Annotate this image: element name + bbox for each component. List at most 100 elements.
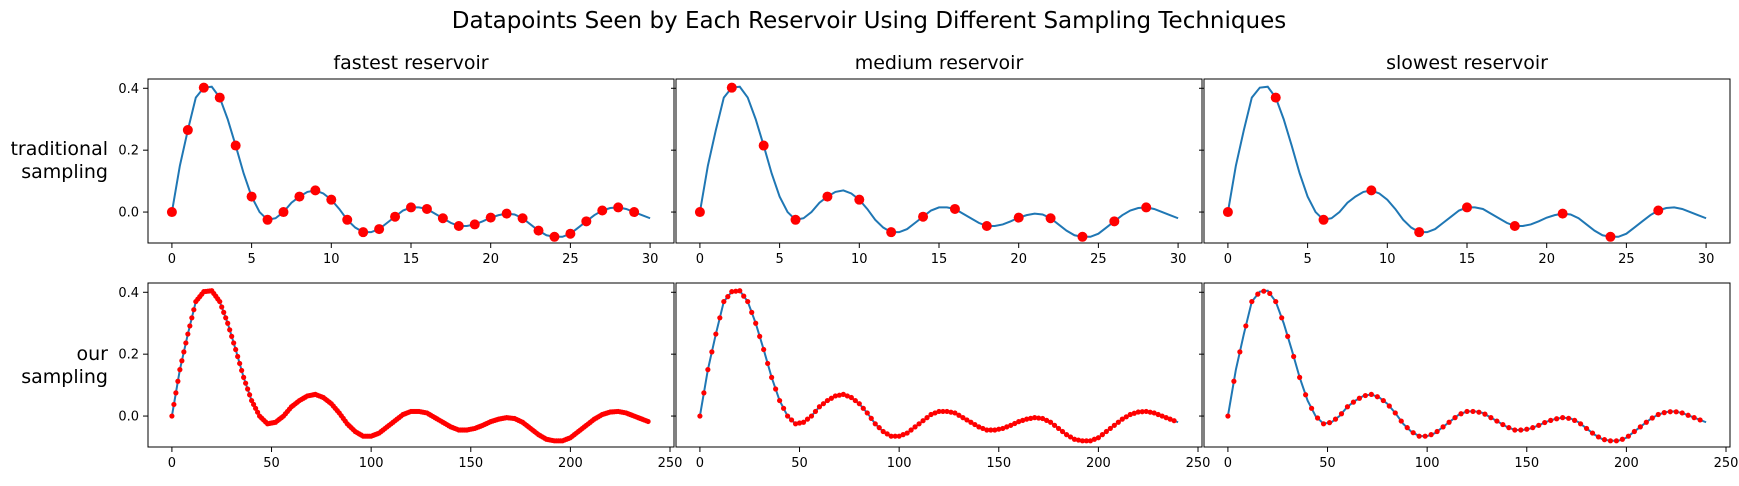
sample-point bbox=[721, 298, 727, 305]
sample-point bbox=[1557, 208, 1568, 219]
sample-point bbox=[1243, 323, 1249, 329]
sample-point bbox=[1297, 374, 1303, 380]
sample-point bbox=[1332, 416, 1339, 422]
sample-point bbox=[1494, 418, 1500, 424]
sample-point bbox=[792, 421, 799, 427]
sample-point bbox=[1434, 428, 1440, 435]
sample-point bbox=[1008, 422, 1014, 428]
sample-point bbox=[374, 224, 385, 235]
sample-point bbox=[227, 327, 233, 333]
sample-point bbox=[243, 380, 249, 386]
sample-point bbox=[1139, 409, 1145, 415]
x-tick-label: 25 bbox=[1090, 252, 1107, 267]
sample-point bbox=[949, 203, 960, 214]
sample-point bbox=[769, 374, 775, 380]
sample-point bbox=[189, 315, 195, 321]
x-tick-label: 25 bbox=[1618, 252, 1635, 267]
sample-point bbox=[928, 411, 934, 418]
y-tick-label: 0.2 bbox=[118, 144, 139, 159]
sample-point bbox=[1404, 425, 1410, 431]
sample-point bbox=[326, 194, 337, 205]
sample-point bbox=[1440, 424, 1446, 430]
x-tick-label: 100 bbox=[887, 456, 912, 471]
sample-point bbox=[166, 207, 177, 218]
sample-point bbox=[185, 331, 191, 337]
sample-point bbox=[860, 405, 866, 411]
x-tick-label: 250 bbox=[658, 456, 683, 471]
sample-point bbox=[1225, 413, 1231, 419]
x-tick-label: 0 bbox=[696, 252, 704, 267]
sample-point bbox=[1554, 416, 1560, 422]
x-tick-label: 0 bbox=[1224, 252, 1232, 267]
sample-point bbox=[254, 409, 261, 415]
x-tick-label: 250 bbox=[1714, 456, 1739, 471]
sample-point bbox=[988, 427, 994, 433]
subplot-1: 0 5 10 15 20 25 30 bbox=[671, 78, 1203, 267]
sample-point bbox=[981, 220, 992, 231]
sample-point bbox=[1416, 433, 1422, 439]
sample-point bbox=[251, 401, 257, 408]
sample-point bbox=[1231, 378, 1237, 384]
sample-point bbox=[992, 427, 998, 433]
sample-point bbox=[705, 367, 711, 373]
sample-point bbox=[1151, 410, 1157, 416]
sample-point bbox=[816, 404, 823, 410]
sample-point bbox=[1067, 434, 1074, 440]
sample-point bbox=[1386, 403, 1392, 409]
sample-point bbox=[390, 211, 401, 222]
sample-point bbox=[437, 213, 448, 224]
sample-point bbox=[237, 360, 243, 367]
sample-point bbox=[406, 202, 416, 213]
sample-point bbox=[1083, 438, 1090, 444]
sample-point bbox=[1685, 412, 1691, 418]
x-tick-label: 15 bbox=[931, 252, 948, 267]
sample-point bbox=[1566, 415, 1572, 421]
sample-point bbox=[1667, 409, 1673, 415]
axes-frame bbox=[147, 78, 675, 244]
sample-point bbox=[729, 289, 735, 295]
sample-point bbox=[1512, 427, 1518, 433]
sample-point bbox=[1488, 415, 1494, 421]
series-line bbox=[1226, 85, 1707, 238]
sample-point bbox=[1255, 291, 1261, 297]
sample-point bbox=[1141, 202, 1152, 213]
sample-point bbox=[469, 219, 480, 230]
sample-point bbox=[1267, 290, 1273, 297]
sample-point bbox=[1631, 428, 1637, 435]
sample-point bbox=[1464, 408, 1470, 415]
x-tick-label: 15 bbox=[1459, 252, 1476, 267]
sample-point bbox=[262, 214, 273, 225]
x-tick-label: 200 bbox=[1086, 456, 1111, 471]
column-title-slowest: slowest reservoir bbox=[1386, 52, 1548, 74]
series-line bbox=[1226, 289, 1707, 442]
sample-point bbox=[737, 288, 743, 294]
sample-point bbox=[709, 349, 715, 355]
sample-point bbox=[1577, 421, 1584, 427]
sample-point bbox=[920, 418, 926, 424]
figure-title: Datapoints Seen by Each Reservoir Using … bbox=[452, 8, 1286, 34]
sample-point bbox=[1422, 433, 1428, 439]
sample-point bbox=[342, 214, 353, 225]
sample-point bbox=[717, 315, 723, 321]
sample-point bbox=[848, 394, 854, 401]
sample-point bbox=[1159, 413, 1165, 419]
sample-point bbox=[952, 410, 958, 416]
sample-point bbox=[1530, 425, 1536, 431]
x-tick-label: 100 bbox=[359, 456, 384, 471]
sample-point bbox=[796, 420, 803, 426]
sample-point bbox=[1571, 417, 1578, 423]
series-line bbox=[698, 85, 1179, 238]
sample-point bbox=[1107, 425, 1113, 432]
sample-point bbox=[214, 92, 225, 103]
sample-point bbox=[1560, 415, 1566, 421]
y-tick-label: 0.0 bbox=[118, 206, 139, 221]
sample-point bbox=[1047, 419, 1054, 425]
sample-point bbox=[749, 309, 755, 315]
subplot-2: 0 5 10 15 20 25 30 bbox=[1199, 78, 1731, 267]
sample-point bbox=[645, 418, 651, 425]
sample-point bbox=[198, 82, 209, 93]
sample-point bbox=[852, 397, 858, 404]
sample-point bbox=[1028, 415, 1034, 421]
sample-point bbox=[828, 395, 835, 401]
